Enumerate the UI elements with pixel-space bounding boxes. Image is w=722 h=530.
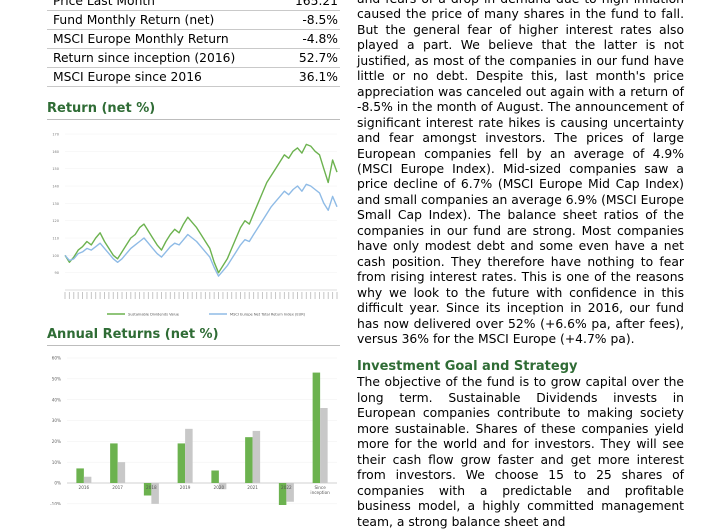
annual-returns-bar-chart: -10% 0% 10% 20% 30% 40% 50% 60% 2016 2017 2018 2019… xyxy=(45,349,342,505)
annual-chart-title: Annual Returns (net %) xyxy=(47,327,219,342)
y-tick-label: 150 xyxy=(52,167,59,171)
x-tick-label: 2021 xyxy=(247,485,258,490)
x-tick-label: 2018 xyxy=(146,485,157,490)
kpi-row: Return since inception (2016) 52.7% xyxy=(47,49,340,68)
kpi-row: MSCI Europe since 2016 36.1% xyxy=(47,68,340,87)
y-tick-label: 60% xyxy=(52,356,61,361)
y-tick-label: 140 xyxy=(52,185,59,189)
kpi-value: 52.7% xyxy=(299,49,338,67)
bar xyxy=(178,443,186,483)
y-tick-label: 50% xyxy=(52,376,61,381)
y-tick-label: 30% xyxy=(52,418,61,423)
strategy-paragraph: The objective of the fund is to grow cap… xyxy=(357,375,684,530)
x-tick-label: 2017 xyxy=(112,485,123,490)
x-tick-label: inception xyxy=(310,490,330,495)
x-tick-label: 2019 xyxy=(180,485,191,490)
kpi-label: MSCI Europe Monthly Return xyxy=(53,30,229,48)
x-tick-label: 2022 xyxy=(281,485,292,490)
y-tick-label: 90 xyxy=(55,271,59,275)
y-tick-label: 130 xyxy=(52,202,59,206)
kpi-label: Price Last Month xyxy=(53,0,155,10)
kpi-label: Return since inception (2016) xyxy=(53,49,235,67)
commentary-paragraph: and fears of a drop in demand due to hig… xyxy=(357,0,684,347)
x-tick-label: 2020 xyxy=(214,485,225,490)
commentary-column: and fears of a drop in demand due to hig… xyxy=(357,0,684,530)
y-tick-label: 170 xyxy=(52,133,59,137)
series-line xyxy=(65,184,337,276)
y-tick-label: 10% xyxy=(52,460,61,465)
strategy-heading: Investment Goal and Strategy xyxy=(357,359,684,375)
bar xyxy=(110,443,118,483)
y-tick-label: 20% xyxy=(52,439,61,444)
bar xyxy=(84,477,92,483)
kpi-value: 36.1% xyxy=(299,68,338,86)
bar xyxy=(253,431,261,483)
bar xyxy=(118,462,126,483)
kpi-row: Price Last Month 165.21 xyxy=(47,0,340,11)
section-divider xyxy=(47,345,340,346)
bar xyxy=(211,471,219,484)
kpi-value: -8.5% xyxy=(302,11,338,29)
kpi-label: MSCI Europe since 2016 xyxy=(53,68,202,86)
return-line-chart: 90 100 110 120 130 140 150 160 170 Sustainable Di… xyxy=(45,124,342,320)
y-tick-label: 0% xyxy=(54,481,61,486)
y-tick-label: 100 xyxy=(52,254,59,258)
bar xyxy=(185,429,193,483)
kpi-value: -4.8% xyxy=(302,30,338,48)
bar xyxy=(76,468,84,483)
bar xyxy=(245,437,253,483)
y-tick-label: 120 xyxy=(52,219,59,223)
y-tick-label: 40% xyxy=(52,397,61,402)
y-tick-label: 110 xyxy=(52,237,59,241)
kpi-label: Fund Monthly Return (net) xyxy=(53,11,214,29)
y-tick-label: -10% xyxy=(50,501,61,505)
legend-label-index: MSCI Europe Net Total Return Index (EUR) xyxy=(230,312,306,316)
legend-label-fund: Sustainable Dividends Value xyxy=(128,312,180,316)
kpi-row: MSCI Europe Monthly Return -4.8% xyxy=(47,30,340,49)
x-tick-label: 2016 xyxy=(79,485,90,490)
kpi-table: Price Last Month 165.21 Fund Monthly Retu… xyxy=(47,0,340,87)
return-chart-title: Return (net %) xyxy=(47,101,155,116)
kpi-row: Fund Monthly Return (net) -8.5% xyxy=(47,11,340,30)
bar xyxy=(313,373,321,483)
series-line xyxy=(65,144,337,272)
y-tick-label: 160 xyxy=(52,150,59,154)
kpi-value: 165.21 xyxy=(295,0,338,10)
bar xyxy=(320,408,328,483)
section-divider xyxy=(47,119,340,120)
